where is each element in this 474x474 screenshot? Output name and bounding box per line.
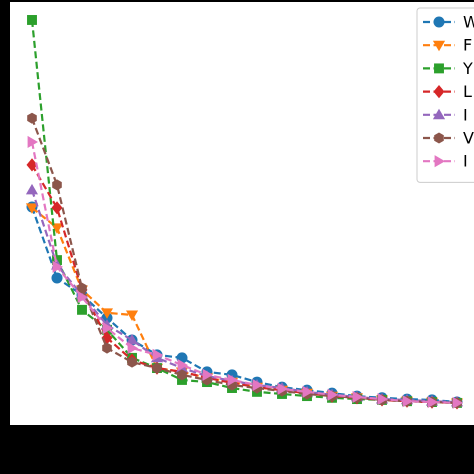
data-point <box>27 15 37 25</box>
data-point <box>152 362 162 374</box>
data-point <box>377 393 389 406</box>
data-point <box>302 385 314 398</box>
data-point <box>152 348 164 361</box>
data-point <box>51 201 63 215</box>
legend-marker <box>432 108 446 120</box>
data-point <box>77 291 88 304</box>
data-point <box>177 369 187 381</box>
data-point <box>77 304 87 315</box>
data-point <box>352 390 364 403</box>
series-layer <box>25 15 464 410</box>
data-point <box>52 260 63 273</box>
data-point <box>127 356 137 368</box>
legend-marker <box>434 63 444 74</box>
legend-label: V <box>463 129 474 148</box>
legend-label: I <box>463 152 468 171</box>
data-point <box>102 322 113 335</box>
plot-area <box>10 2 474 425</box>
legend-label: F <box>463 36 472 55</box>
data-point <box>126 333 139 345</box>
legend-box <box>416 7 474 183</box>
data-point <box>27 112 37 124</box>
data-point <box>77 282 87 294</box>
data-point <box>26 158 38 172</box>
data-point <box>327 388 339 401</box>
data-point <box>101 308 113 319</box>
data-point <box>25 203 38 214</box>
legend-label: W <box>463 13 474 32</box>
series-line <box>30 19 458 404</box>
data-point <box>102 342 112 354</box>
legend-label: L <box>463 82 472 101</box>
data-point <box>25 183 38 195</box>
data-point <box>452 396 464 409</box>
data-point <box>52 179 62 191</box>
data-point <box>427 396 439 409</box>
legend-label: Y <box>462 59 473 78</box>
legend-marker <box>433 16 445 28</box>
data-point <box>127 342 139 355</box>
data-point <box>126 310 139 321</box>
data-point <box>252 379 264 392</box>
data-point <box>177 359 189 372</box>
legend-marker <box>433 85 445 99</box>
series-line <box>30 189 458 404</box>
data-point <box>202 368 214 381</box>
data-point <box>51 272 63 284</box>
legend-marker <box>432 40 446 52</box>
legend-marker <box>434 132 444 144</box>
data-point <box>277 382 289 395</box>
legend-label: I <box>463 105 468 124</box>
data-point <box>227 373 239 386</box>
data-point <box>51 223 63 234</box>
data-point <box>27 135 38 148</box>
data-point <box>101 331 113 345</box>
data-point <box>402 395 414 408</box>
legend-marker <box>434 155 446 168</box>
